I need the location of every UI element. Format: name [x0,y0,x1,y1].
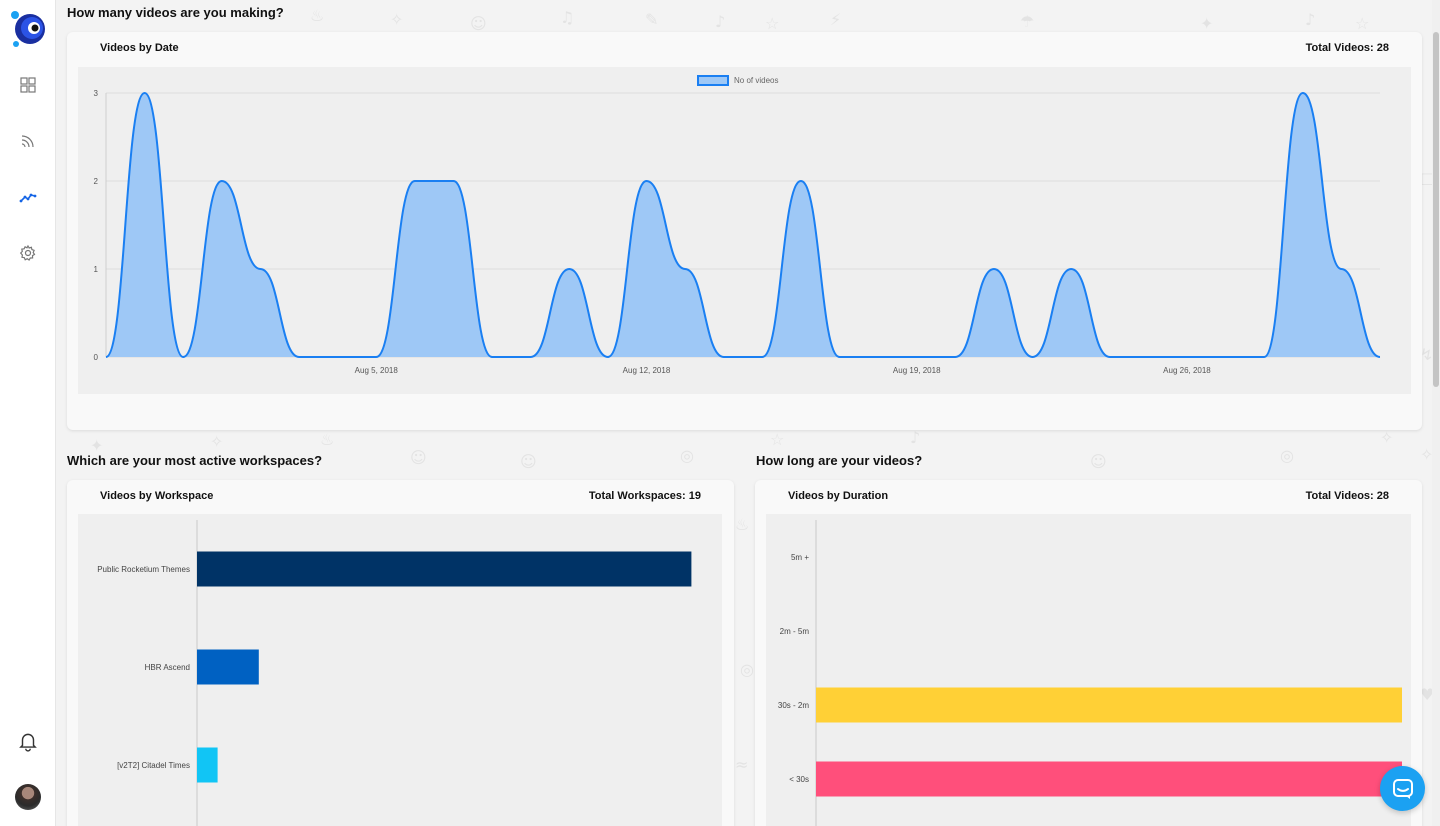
card-header: Videos by Date Total Videos: 28 [67,32,1422,64]
card-total: Total Workspaces: 19 [588,490,701,502]
category-label: < 30s [789,775,809,784]
section-title-workspaces: Which are your most active workspaces? [67,453,323,468]
card-total: Total Videos: 28 [1305,490,1389,502]
trend-icon[interactable] [16,185,40,209]
card-total: Total Videos: 28 [1305,42,1389,54]
card-title: Videos by Date [100,42,179,54]
videos-by-workspace-card: Videos by Workspace Total Workspaces: 19… [67,480,734,826]
bar [197,747,218,783]
series-line [105,91,1381,359]
series-area [106,93,1380,357]
category-label: 5m + [791,553,809,562]
scrollbar[interactable] [1432,0,1440,826]
section-title-videos-made: How many videos are you making? [67,5,284,20]
y-tick-label: 1 [94,265,99,274]
bar [197,649,259,685]
card-header: Videos by Workspace Total Workspaces: 19 [67,480,734,512]
legend-label: No of videos [734,76,778,85]
videos-by-workspace-chart: Public Rocketium Themes HBR Ascend [v2T2] … [97,520,717,826]
chart-area: Public Rocketium Themes HBR Ascend [v2T2] … [78,514,722,826]
scroll-thumb[interactable] [1433,32,1439,387]
category-label: [v2T2] Citadel Times [117,761,190,770]
grid-icon[interactable] [16,73,40,97]
y-tick-label: 0 [94,353,99,362]
bar [816,761,1402,797]
sidebar [0,0,56,826]
category-label: HBR Ascend [145,663,190,672]
card-header: Videos by Duration Total Videos: 28 [755,480,1422,512]
videos-by-date-chart: 0 1 2 3 Aug 5, 2018 Aug 12, 2018 Aug 19, 2018 A… [94,75,1381,375]
x-tick-label: Aug 5, 2018 [355,366,399,375]
x-tick-label: Aug 19, 2018 [893,366,941,375]
rss-icon[interactable] [16,129,40,153]
videos-by-date-card: Videos by Date Total Videos: 28 0 1 2 3 Aug … [67,32,1422,430]
category-label: 30s - 2m [778,701,809,710]
card-title: Videos by Workspace [100,490,214,502]
rocketium-logo-icon[interactable] [10,10,48,48]
x-tick-label: Aug 26, 2018 [1163,366,1211,375]
x-tick-label: Aug 12, 2018 [623,366,671,375]
section-title-durations: How long are your videos? [756,453,923,468]
category-label: 2m - 5m [780,627,810,636]
category-label: Public Rocketium Themes [97,565,190,574]
bar [816,687,1402,723]
y-tick-label: 2 [94,177,99,186]
bar [197,551,692,587]
chat-bubble-icon[interactable] [1380,766,1425,811]
chart-area: 0 1 2 3 Aug 5, 2018 Aug 12, 2018 Aug 19, 2018 A… [78,67,1411,394]
avatar[interactable] [15,784,41,810]
card-title: Videos by Duration [788,490,889,502]
videos-by-duration-card: Videos by Duration Total Videos: 28 5m +… [755,480,1422,826]
gear-icon[interactable] [16,241,40,265]
bell-icon[interactable] [15,728,41,754]
legend-swatch [697,75,729,86]
y-tick-label: 3 [94,89,99,98]
